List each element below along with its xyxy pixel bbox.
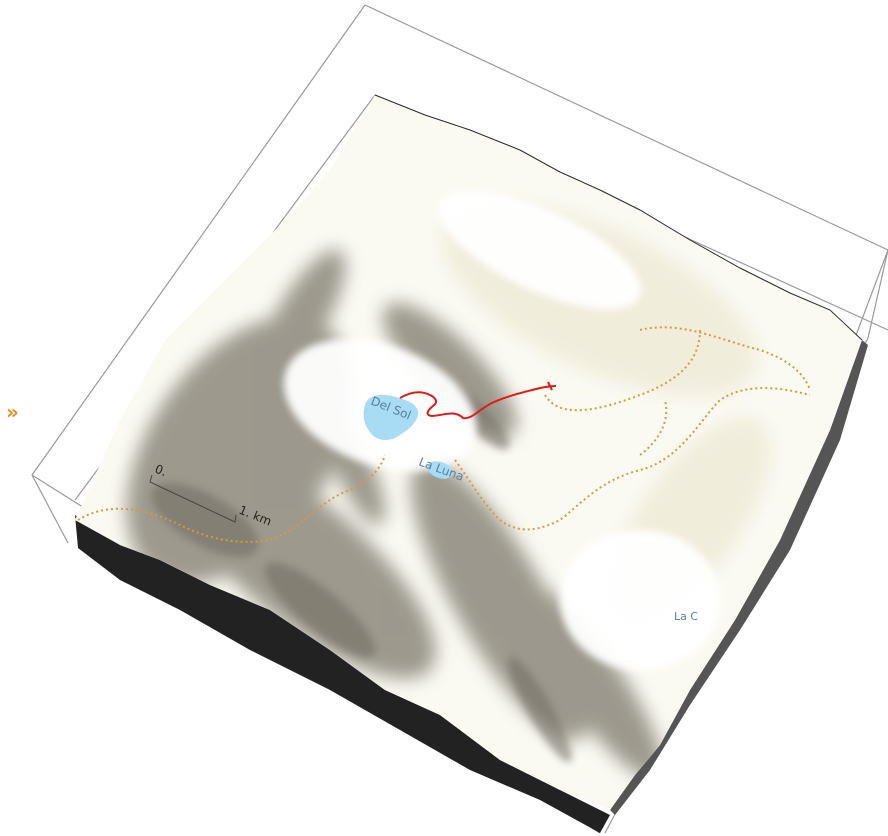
gps-track — [399, 385, 557, 420]
lake-la-luna — [427, 461, 453, 479]
track-end-marker — [547, 381, 553, 391]
lake-label-la-c: La C — [674, 610, 698, 623]
ridge-line — [374, 94, 863, 341]
lake-del-sol — [363, 394, 419, 440]
scale-bar-start-label: 0. — [153, 462, 169, 479]
trail-network — [77, 326, 811, 543]
expand-panel-button[interactable]: » — [6, 401, 22, 423]
double-chevron-right-icon: » — [6, 400, 19, 424]
lakes — [363, 394, 453, 479]
terrain-side-wall — [75, 515, 610, 833]
